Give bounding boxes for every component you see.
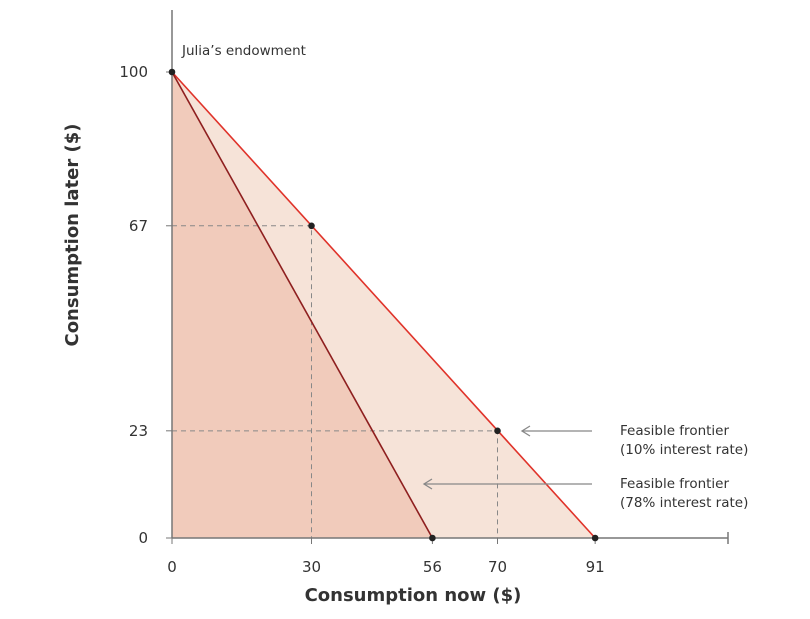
frontier-line-1: [171, 71, 434, 539]
x-tick-label: 30: [302, 558, 321, 576]
x-tick-label: 70: [488, 558, 507, 576]
arrow-head-icon: [520, 425, 531, 437]
y-tick-label: 67: [129, 217, 148, 235]
data-point: [494, 427, 501, 435]
arrow-head-icon: [422, 478, 433, 490]
data-point: [168, 68, 176, 76]
frontier-label: (10% interest rate): [620, 442, 748, 458]
x-tick-label: 91: [586, 558, 605, 576]
y-tick-label: 100: [119, 63, 148, 81]
frontier-line-0: [171, 71, 596, 539]
y-tick-label: 0: [138, 529, 148, 547]
y-axis-label: Consumption later ($): [62, 123, 83, 346]
frontier-label: Feasible frontier: [620, 476, 729, 492]
data-point: [429, 534, 436, 542]
x-tick-label: 56: [423, 558, 442, 576]
x-axis-label: Consumption now ($): [305, 585, 522, 606]
frontier-label: (78% interest rate): [620, 495, 748, 511]
data-point: [308, 222, 315, 230]
x-tick-label: 0: [167, 558, 177, 576]
frontier-label: Feasible frontier: [620, 423, 729, 439]
data-point: [591, 534, 599, 542]
endowment-label: Julia’s endowment: [181, 43, 306, 59]
y-tick-label: 23: [129, 422, 148, 440]
